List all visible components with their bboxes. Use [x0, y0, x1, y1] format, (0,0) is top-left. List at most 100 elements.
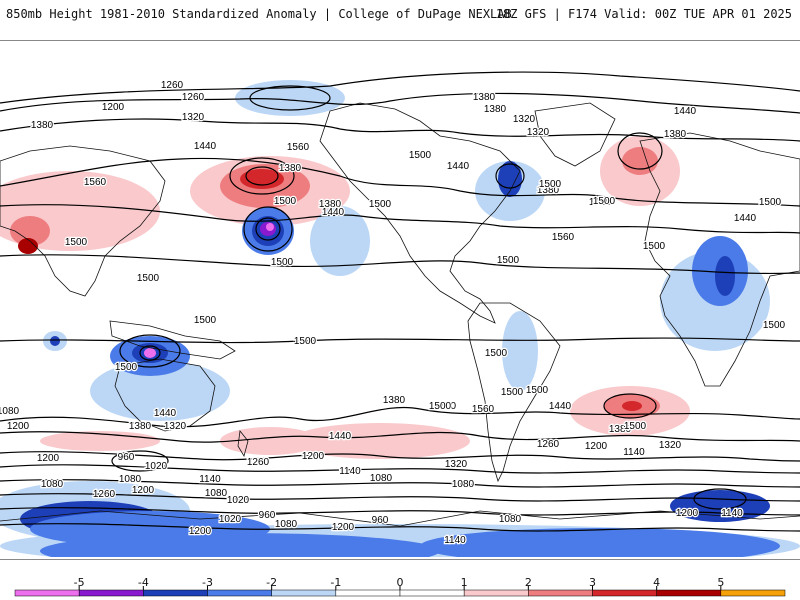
contour-label: 1500 [137, 273, 160, 284]
contour-label: 1380 [473, 92, 496, 103]
contour-label: 1500 [434, 401, 457, 412]
contour-label: 1200 [585, 441, 608, 452]
contour-label: 1080 [275, 519, 298, 530]
colorbar-tick-label: -5 [73, 576, 85, 589]
colorbar-swatch [207, 589, 272, 597]
contour-labels: 1260 1260 1200 1320 1380 1380 1320 1380 1380 1320… [0, 79, 787, 548]
contour-label: 1020 [219, 514, 242, 525]
contour-label: 1080 [370, 473, 393, 484]
colorbar-swatches [14, 589, 786, 597]
contour-label: 1500 [485, 348, 508, 359]
contour-label: 1260 [247, 457, 270, 468]
height-contours [0, 71, 800, 532]
colorbar-tick-label: -3 [202, 576, 213, 589]
contour-label: 1200 [676, 508, 699, 519]
contour-label: 960 [118, 452, 135, 463]
contour-label: 1320 [513, 114, 536, 125]
contour-label: 1500 [501, 387, 524, 398]
contour-label: 1500 [624, 421, 647, 432]
contour-label: 1080 [499, 514, 522, 525]
anomaly-region [220, 427, 320, 455]
contour-label: 1500 [274, 196, 297, 207]
contour-label: 960 [259, 510, 276, 521]
contour-label: 1200 [7, 421, 30, 432]
anomaly-region [50, 336, 60, 346]
colorbar-ticks [78, 586, 722, 590]
contour-label: 1560 [552, 232, 575, 243]
contour-label: 1200 [132, 485, 155, 496]
colorbar-swatch [399, 589, 465, 597]
contour-label: 1440 [549, 401, 572, 412]
anomaly-region [498, 161, 522, 197]
contour-label: 1380 [279, 163, 302, 174]
contour-label: 1080 [41, 479, 64, 490]
contour-label: 1140 [199, 474, 221, 485]
contour-label: 1500 [65, 237, 88, 248]
contour-label: 1380 [129, 421, 152, 432]
contour-label: 1260 [93, 489, 116, 500]
contour-label: 1500 [759, 197, 782, 208]
colorbar-tick-label: 2 [524, 576, 532, 589]
colorbar [14, 586, 786, 597]
colorbar-tick-label: 0 [396, 576, 404, 589]
anomaly-region [10, 216, 50, 246]
contour-label: 1500 [526, 385, 549, 396]
contour-label: 1380 [664, 129, 687, 140]
contour-label: 1020 [227, 495, 250, 506]
contour-label: 1500 [593, 196, 616, 207]
colorbar-swatch [271, 589, 337, 597]
header: 850mb Height 1981-2010 Standardized Anom… [0, 0, 800, 32]
colorbar-swatch [528, 589, 593, 597]
contour-label: 1200 [189, 526, 212, 537]
colorbar-swatch [14, 589, 80, 597]
contour-label: 1500 [409, 150, 432, 161]
colorbar-swatch [592, 589, 657, 597]
contour-label: 1500 [429, 401, 452, 412]
anomaly-region [622, 401, 642, 411]
colorbar-swatch [335, 589, 401, 597]
contour-label: 1440 [674, 106, 697, 117]
contour-label: 1440 [194, 141, 217, 152]
contour-label: 1320 [527, 127, 550, 138]
contour-label: 1500 [271, 257, 294, 268]
contour-label: 1080 [452, 479, 475, 490]
colorbar-swatch [720, 589, 786, 597]
contour-label: 1320 [164, 421, 187, 432]
colorbar-tick-label: -4 [137, 576, 149, 589]
anomaly-region [18, 238, 38, 254]
contour-label: 1500 [294, 336, 317, 347]
contour-label: 1440 [329, 431, 352, 442]
anomaly-region [622, 147, 658, 175]
contour-label: 1440 [589, 197, 612, 208]
colorbar-tick-label: 5 [717, 576, 725, 589]
contour-label: 1560 [84, 177, 107, 188]
anomaly-region [310, 206, 370, 276]
anomaly-region [715, 256, 735, 296]
contour-label: 1320 [445, 459, 468, 470]
contour-label: 1200 [332, 522, 355, 533]
colorbar-swatch [656, 589, 722, 597]
contour-label: 1380 [609, 424, 632, 435]
contour-label: 1260 [537, 439, 560, 450]
contour-label: 1320 [659, 440, 682, 451]
contour-label: 1140 [623, 447, 645, 458]
contour-label: 1500 [539, 179, 562, 190]
contour-label: 1140 [444, 535, 466, 546]
anomaly-region [502, 311, 538, 391]
contour-label: 1560 [287, 142, 310, 153]
contour-label: 1140 [339, 466, 361, 477]
contour-label: 1200 [102, 102, 125, 113]
contour-label: 1560 [472, 404, 495, 415]
anomaly-region [30, 511, 270, 547]
anomaly-map: 1260 1260 1200 1320 1380 1380 1320 1380 1380 1320… [0, 71, 800, 557]
contour-label: 1500 [763, 320, 786, 331]
anomaly-region [290, 423, 470, 459]
colorbar-tick-label: 4 [653, 576, 661, 589]
contour-label: 1440 [322, 207, 345, 218]
anomaly-region [420, 528, 780, 557]
contour-label: 1380 [319, 199, 342, 210]
contour-label: 1500 [115, 362, 138, 373]
colorbar-tick-label: 3 [589, 576, 596, 589]
anomaly-region [240, 169, 284, 189]
anomaly-shading [0, 80, 800, 557]
